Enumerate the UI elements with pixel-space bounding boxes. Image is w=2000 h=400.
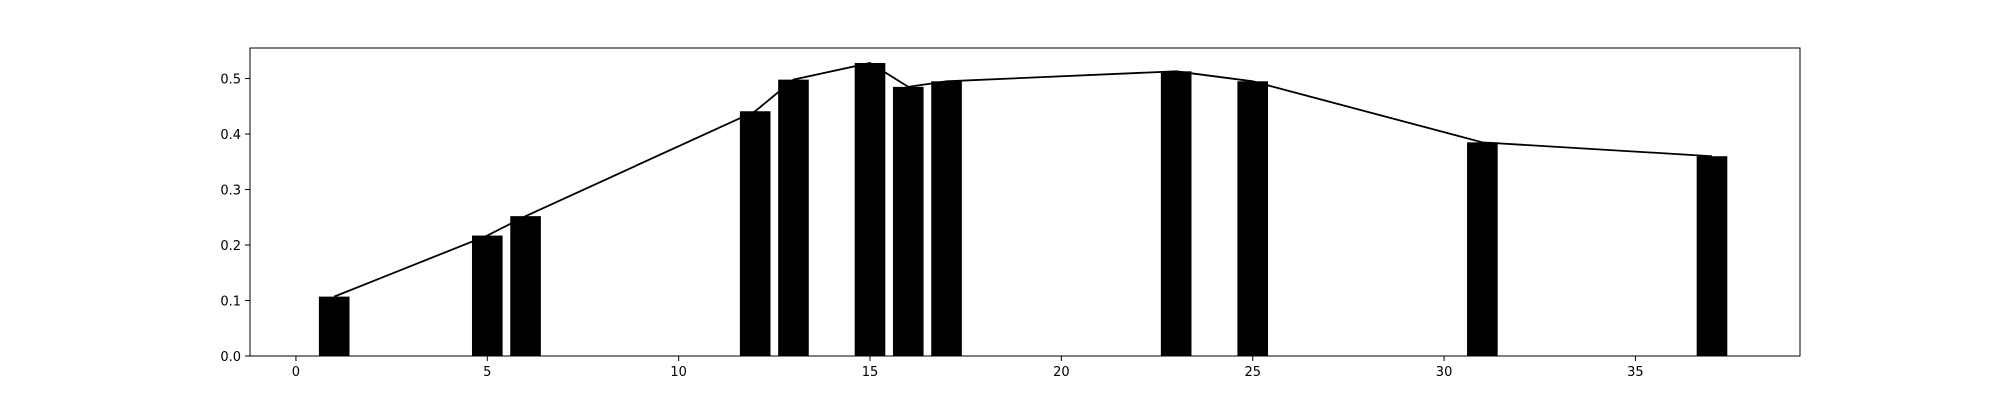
x-tick-label: 0 (292, 365, 300, 380)
bar-17 (931, 81, 962, 357)
bar-15 (854, 62, 886, 356)
bar-16 (892, 86, 924, 356)
x-axis: 0 5 10 15 20 25 30 35 (292, 356, 1644, 380)
bar-5 (471, 235, 503, 356)
bars-layer (318, 62, 1728, 357)
y-tick-label: 0.5 (220, 73, 241, 88)
line-layer (333, 62, 1713, 298)
x-tick-label: 20 (1053, 365, 1070, 380)
y-tick-label: 0.1 (220, 295, 241, 310)
bar-37 (1696, 156, 1728, 356)
bar-6 (510, 216, 541, 356)
series-line (333, 62, 1713, 298)
x-tick-label: 30 (1436, 365, 1453, 380)
x-tick-label: 35 (1627, 365, 1644, 380)
bar-25 (1237, 81, 1269, 357)
bar-1 (318, 296, 350, 356)
x-tick-label: 25 (1244, 365, 1261, 380)
bar-23 (1160, 71, 1192, 356)
y-tick-label: 0.3 (220, 184, 241, 199)
bar-13 (778, 79, 809, 356)
y-tick-label: 0.4 (220, 128, 241, 143)
x-tick-label: 15 (862, 365, 879, 380)
x-tick-label: 10 (670, 365, 687, 380)
bar-12 (739, 111, 771, 356)
y-tick-label: 0.0 (220, 350, 241, 365)
y-axis: 0.0 0.1 0.2 0.3 0.4 0.5 (220, 73, 250, 365)
x-tick-label: 5 (483, 365, 491, 380)
plot-frame (249, 47, 1801, 357)
y-tick-label: 0.2 (220, 239, 241, 254)
bar-31 (1467, 142, 1498, 356)
